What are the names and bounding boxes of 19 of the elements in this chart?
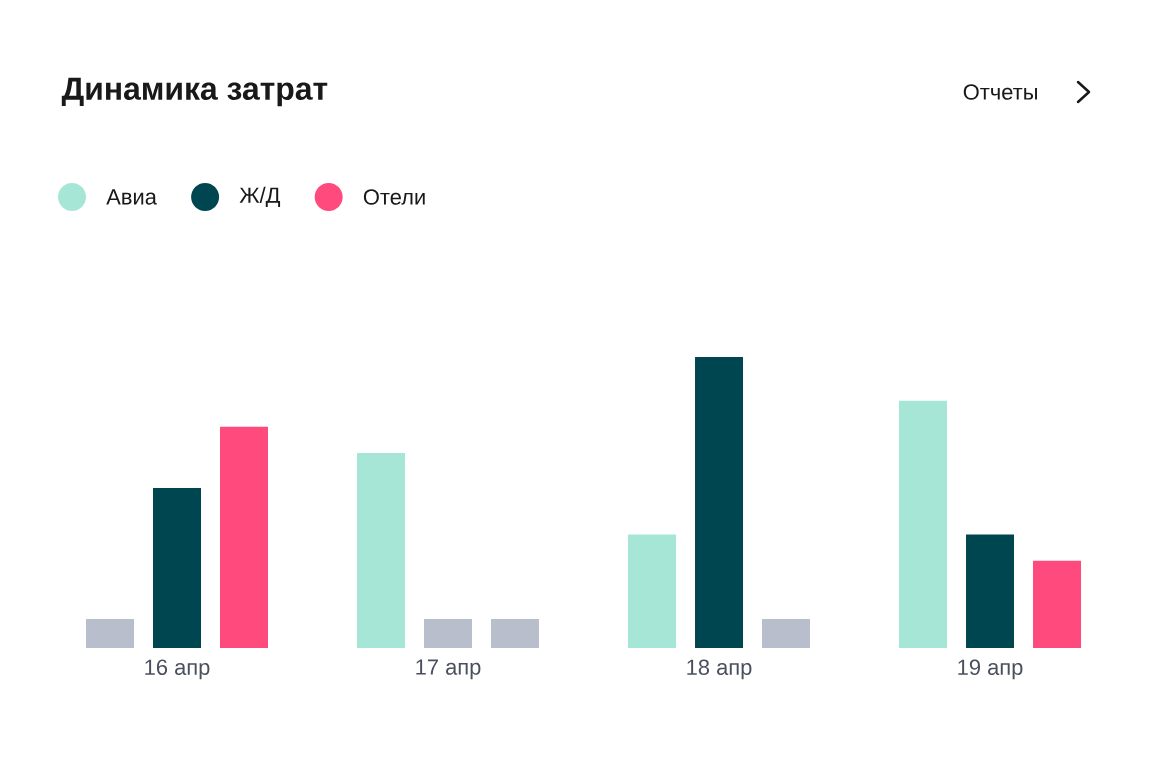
- legend-label: Отели: [363, 189, 425, 205]
- chart-title: Динамика затрат: [61, 77, 328, 107]
- bar: [899, 400, 948, 648]
- bar: [628, 534, 677, 648]
- x-tick-label: 17 апр: [416, 659, 481, 680]
- x-tick-label: 16 апр: [145, 659, 210, 680]
- legend-label: Ж/Д: [239, 186, 281, 208]
- bar: [491, 618, 540, 648]
- bar: [153, 487, 202, 648]
- text: Отчеты: [963, 84, 1037, 100]
- bar: [220, 426, 269, 648]
- x-tick-label: 19 апр: [958, 659, 1023, 680]
- bar: [762, 618, 811, 648]
- legend-label: Авиа: [106, 189, 157, 205]
- bar: [357, 453, 406, 648]
- x-tick-label: 18 апр: [687, 659, 752, 680]
- bar: [695, 356, 744, 648]
- bar: [1033, 560, 1082, 648]
- bar: [966, 534, 1015, 648]
